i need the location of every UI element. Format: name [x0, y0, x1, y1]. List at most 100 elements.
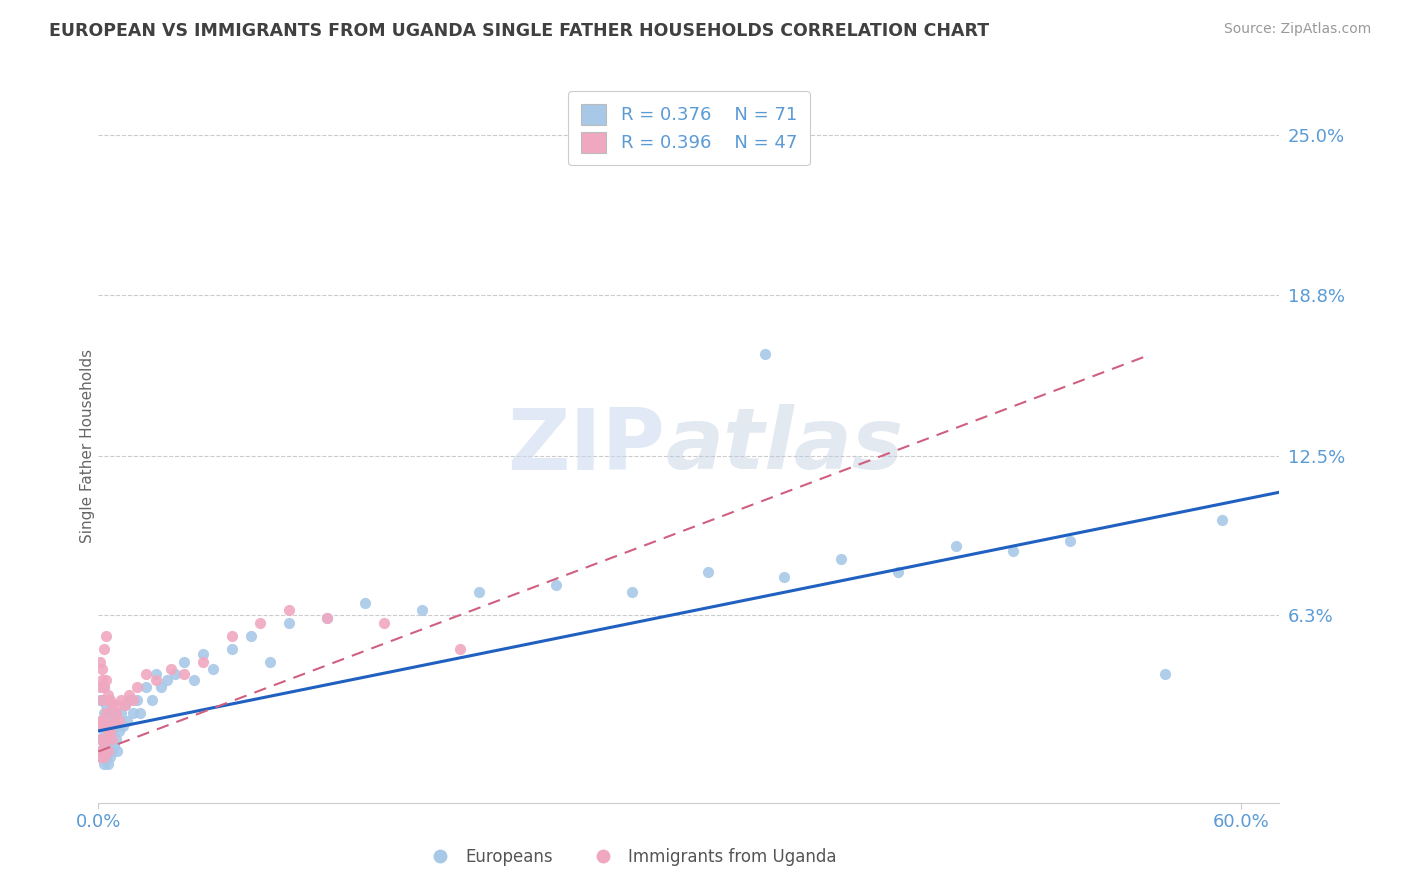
Point — [89, 744, 111, 758]
Point — [773, 570, 796, 584]
Point — [159, 662, 181, 676]
Point — [449, 641, 471, 656]
Point — [183, 673, 205, 687]
Point — [91, 731, 114, 746]
Point — [94, 698, 117, 713]
Point — [354, 596, 377, 610]
Point — [221, 629, 243, 643]
Point — [93, 749, 115, 764]
Point — [97, 739, 120, 754]
Point — [93, 739, 115, 754]
Point — [121, 706, 143, 720]
Point — [145, 667, 167, 681]
Legend: Europeans, Immigrants from Uganda: Europeans, Immigrants from Uganda — [416, 842, 844, 873]
Point — [156, 673, 179, 687]
Text: atlas: atlas — [665, 404, 904, 488]
Point — [145, 673, 167, 687]
Point — [97, 719, 120, 733]
Point — [89, 719, 111, 733]
Point — [108, 723, 131, 738]
Point — [91, 673, 114, 687]
Point — [112, 719, 135, 733]
Point — [89, 749, 111, 764]
Point — [93, 723, 115, 738]
Point — [945, 539, 967, 553]
Point — [887, 565, 910, 579]
Point — [830, 552, 852, 566]
Point — [97, 688, 120, 702]
Point — [114, 698, 136, 713]
Point — [1211, 513, 1233, 527]
Point — [104, 706, 127, 720]
Point — [94, 719, 117, 733]
Point — [173, 655, 195, 669]
Point — [97, 723, 120, 738]
Point — [100, 744, 122, 758]
Point — [100, 698, 122, 713]
Point — [98, 706, 121, 720]
Point — [89, 731, 111, 746]
Point — [103, 714, 125, 728]
Point — [93, 641, 115, 656]
Point — [135, 667, 157, 681]
Point — [135, 681, 157, 695]
Text: Source: ZipAtlas.com: Source: ZipAtlas.com — [1223, 22, 1371, 37]
Point — [91, 693, 114, 707]
Point — [107, 698, 129, 713]
Point — [103, 714, 125, 728]
Point — [118, 688, 141, 702]
Point — [91, 693, 114, 707]
Point — [98, 731, 121, 746]
Point — [98, 749, 121, 764]
Point — [193, 647, 215, 661]
Point — [373, 616, 395, 631]
Point — [100, 731, 122, 746]
Point — [620, 585, 643, 599]
Point — [316, 611, 339, 625]
Point — [150, 681, 173, 695]
Point — [697, 565, 720, 579]
Point — [94, 731, 117, 746]
Point — [100, 698, 122, 713]
Point — [94, 731, 117, 746]
Point — [201, 662, 224, 676]
Point — [94, 629, 117, 643]
Point — [89, 693, 111, 707]
Point — [104, 706, 127, 720]
Point — [114, 698, 136, 713]
Point — [97, 693, 120, 707]
Point — [125, 693, 148, 707]
Point — [107, 744, 129, 758]
Point — [1001, 544, 1024, 558]
Point — [239, 629, 262, 643]
Point — [163, 667, 186, 681]
Point — [91, 714, 114, 728]
Point — [94, 706, 117, 720]
Point — [115, 714, 138, 728]
Point — [468, 585, 491, 599]
Point — [121, 693, 143, 707]
Point — [89, 681, 111, 695]
Point — [118, 693, 141, 707]
Point — [259, 655, 281, 669]
Point — [93, 681, 115, 695]
Point — [93, 739, 115, 754]
Y-axis label: Single Father Households: Single Father Households — [80, 349, 94, 543]
Point — [91, 662, 114, 676]
Point — [94, 673, 117, 687]
Point — [193, 655, 215, 669]
Point — [93, 714, 115, 728]
Point — [100, 723, 122, 738]
Point — [1059, 533, 1081, 548]
Point — [98, 693, 121, 707]
Point — [544, 577, 567, 591]
Point — [411, 603, 433, 617]
Point — [1154, 667, 1177, 681]
Point — [173, 667, 195, 681]
Point — [249, 616, 271, 631]
Point — [94, 749, 117, 764]
Point — [277, 616, 299, 631]
Point — [91, 744, 114, 758]
Point — [91, 749, 114, 764]
Point — [97, 719, 120, 733]
